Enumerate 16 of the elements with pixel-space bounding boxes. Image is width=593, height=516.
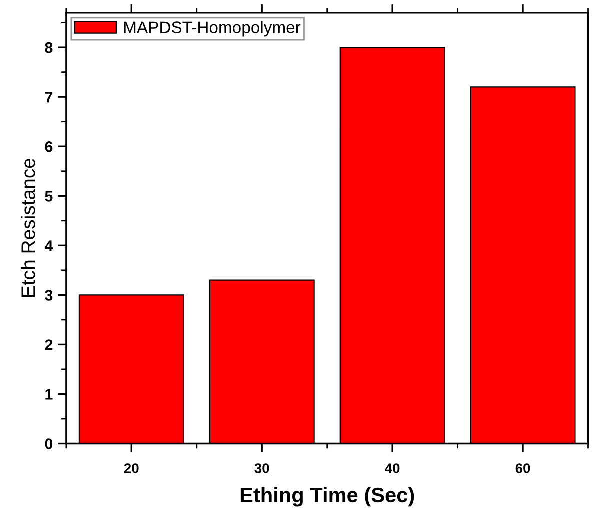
x-tick-label: 40 [385, 464, 400, 474]
y-tick-label: 7 [45, 92, 53, 103]
y-tick-label: 5 [45, 191, 53, 202]
y-tick-label: 4 [44, 240, 54, 252]
legend-label: MAPDST-Homopolymer [124, 21, 301, 37]
x-tick-label: 60 [516, 464, 530, 474]
y-tick-label: 1 [46, 389, 53, 400]
x-tick-label: 30 [254, 464, 270, 474]
y-axis-title: Etch Resistance [21, 158, 36, 297]
y-tick-label: 6 [45, 141, 53, 152]
y-tick-label: 0 [45, 438, 53, 450]
y-tick-label: 2 [45, 340, 53, 350]
x-tick-label: 20 [124, 464, 139, 474]
x-axis-title: Ething Time (Sec) [240, 487, 414, 507]
y-tick-label: 8 [45, 42, 53, 54]
y-tick-label: 3 [45, 290, 53, 301]
